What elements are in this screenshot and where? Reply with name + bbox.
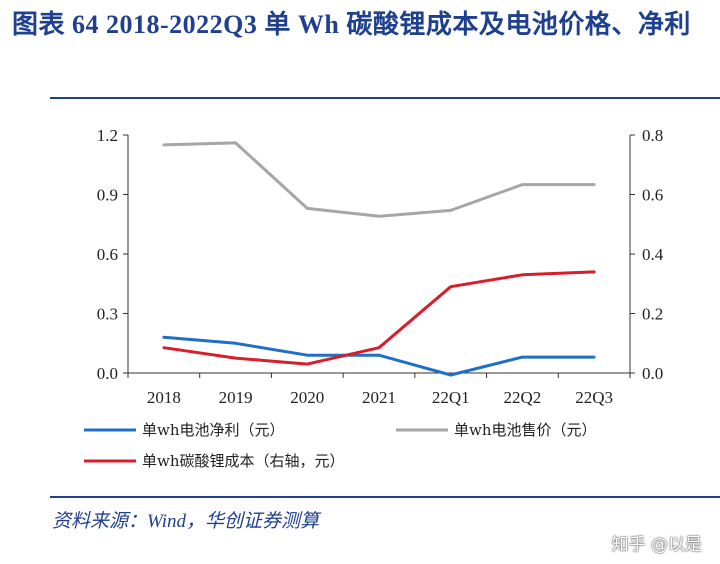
x-tick-label: 2020 — [290, 388, 324, 407]
y-right-tick-label: 0.8 — [642, 126, 663, 145]
y-left-tick-label: 0.0 — [97, 364, 118, 383]
title-divider — [50, 97, 720, 99]
series-line-3 — [162, 270, 596, 366]
legend-label-2: 单wh电池售价（元） — [454, 421, 597, 439]
chart-title: 图表 64 2018-2022Q3 单 Wh 碳酸锂成本及电池价格、净利 — [12, 10, 691, 39]
watermark: 知乎 @以是 — [611, 535, 702, 555]
legend-label-3: 单wh碳酸锂成本（右轴，元） — [142, 452, 345, 470]
x-tick-label: 2019 — [219, 388, 253, 407]
y-right-tick-label: 0.0 — [642, 364, 663, 383]
legend-label-1: 单wh电池净利（元） — [142, 421, 285, 439]
y-left-tick-label: 0.9 — [97, 186, 118, 205]
source-divider — [50, 496, 720, 498]
y-left-tick-label: 0.3 — [97, 305, 118, 324]
x-tick-label: 2018 — [147, 388, 181, 407]
x-tick-label: 22Q3 — [575, 388, 613, 407]
series-line-2 — [162, 141, 596, 218]
y-right-tick-label: 0.2 — [642, 305, 663, 324]
y-left-tick-label: 1.2 — [97, 126, 118, 145]
x-tick-label: 22Q2 — [504, 388, 542, 407]
x-tick-label: 2021 — [362, 388, 396, 407]
x-tick-label: 22Q1 — [432, 388, 470, 407]
series-line-1 — [162, 335, 596, 377]
line-chart: 0.0 0.3 0.6 0.9 1.2 0.0 0.2 0.4 0.6 0.8 2018 2019 20… — [84, 126, 664, 470]
y-left-tick-label: 0.6 — [97, 245, 118, 264]
y-right-tick-label: 0.6 — [642, 186, 663, 205]
y-right-tick-label: 0.4 — [642, 245, 664, 264]
source-note: 资料来源：Wind，华创证券测算 — [52, 511, 320, 532]
